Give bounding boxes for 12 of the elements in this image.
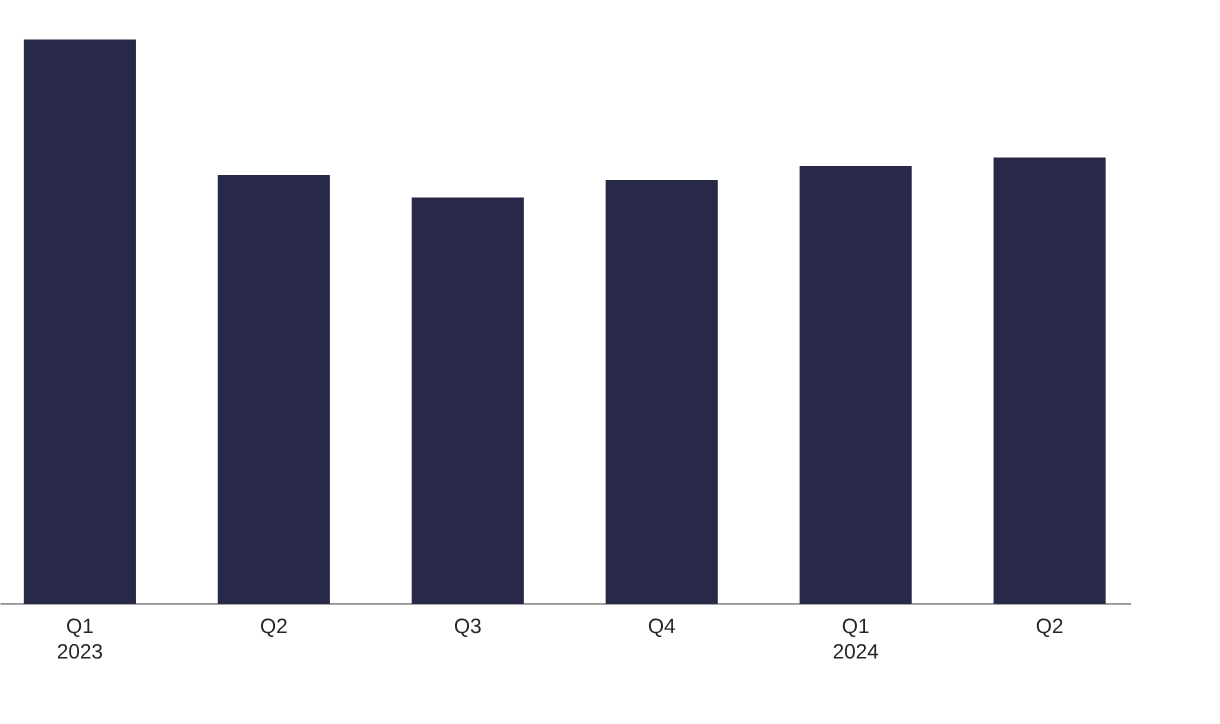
- x-tick-label: Q2: [261, 618, 287, 638]
- bar: [799, 166, 912, 605]
- bar: [411, 197, 524, 605]
- bar: [23, 39, 136, 605]
- x-tick-label: Q3: [454, 618, 481, 638]
- x-tick-label: Q1 2024: [833, 618, 879, 659]
- x-tick-label: Q1 2023: [57, 618, 103, 659]
- x-tick-label: Q2: [1036, 618, 1063, 638]
- x-tick-label: Q4: [648, 618, 675, 638]
- bar: [217, 175, 330, 605]
- bar: [993, 157, 1106, 605]
- bar: [605, 180, 718, 605]
